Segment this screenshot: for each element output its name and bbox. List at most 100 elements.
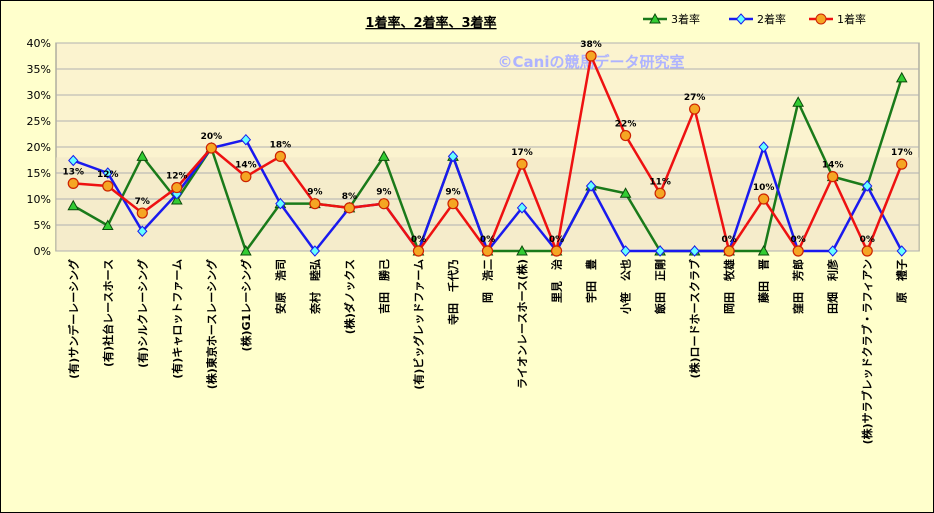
x-category-label: 里見 治: [550, 259, 564, 303]
x-category-label: 藤田 晋: [757, 259, 771, 303]
x-category-label: ライオンレースホース(株): [515, 259, 529, 389]
series-point: [516, 244, 528, 256]
data-label: 22%: [615, 120, 637, 130]
x-category-label: 宇田 豊: [584, 259, 598, 303]
series-point: [240, 171, 252, 183]
x-category-label: (株)ロードホースクラブ: [688, 259, 702, 379]
series-point: [757, 244, 770, 256]
x-category-label: 吉田 勝己: [377, 259, 391, 314]
data-label: 20%: [201, 132, 223, 142]
series-point: [895, 71, 908, 83]
series-point: [861, 245, 873, 257]
series-point: [67, 199, 80, 211]
x-category-label: (株)サラブレッドクラブ・ラフィアン: [860, 259, 874, 444]
series-point: [137, 225, 148, 237]
series-group: [67, 50, 908, 257]
series-point: [792, 96, 805, 107]
y-tick-label: 0%: [34, 245, 51, 258]
x-category-label: 田畑 利彦: [826, 259, 840, 314]
legend: 3着率 2着率 1着率: [643, 12, 866, 26]
x-category-label: (有)キャロットファーム: [170, 259, 184, 379]
series-point: [447, 198, 459, 210]
series-point: [723, 245, 735, 257]
x-category-label: (株)G1レーシング: [239, 259, 253, 352]
y-tick-label: 30%: [27, 89, 51, 102]
data-label: 27%: [684, 93, 706, 103]
data-label: 9%: [376, 188, 391, 198]
y-tick-label: 25%: [27, 115, 51, 128]
data-label: 17%: [511, 148, 533, 158]
data-label: 13%: [62, 167, 84, 177]
chart-title: 1着率、2着率、3着率: [365, 15, 496, 31]
data-label: 12%: [97, 170, 119, 180]
series-point: [205, 142, 217, 154]
series-point: [585, 50, 597, 62]
data-label: 0%: [860, 235, 875, 245]
y-tick-label: 10%: [27, 193, 51, 206]
x-category-label: 岡田 牧雄: [722, 259, 736, 314]
series-point: [101, 219, 114, 231]
series-point: [309, 245, 321, 257]
series-point: [378, 150, 390, 161]
data-label: 8%: [342, 192, 357, 202]
series-point: [275, 197, 286, 210]
y-tick-label: 15%: [27, 167, 51, 180]
x-category-label: (有)社台レースホース: [101, 259, 115, 367]
data-label: 17%: [891, 148, 913, 158]
data-labels: 13% 12% 7% 12% 20% 14% 18% 9% 8% 9% 0% 9% 0% 17% 0% 38%…: [62, 40, 912, 245]
series-point: [585, 180, 597, 192]
series-point: [378, 198, 390, 210]
x-category-label: 飯田 正剛: [653, 259, 667, 315]
data-label: 18%: [270, 140, 292, 150]
data-label: 0%: [549, 235, 564, 245]
series-point: [67, 177, 79, 189]
legend-label: 1着率: [837, 12, 866, 26]
legend-label: 3着率: [671, 12, 700, 26]
series-point: [412, 245, 425, 257]
series-point: [827, 245, 838, 257]
data-label: 12%: [166, 172, 188, 182]
y-axis: 0% 5% 10% 15% 20% 25% 30% 35% 40%: [27, 37, 51, 258]
series-point: [619, 187, 632, 198]
series-point: [827, 171, 839, 183]
data-label: 0%: [411, 235, 426, 245]
series-point: [136, 207, 148, 219]
data-label: 38%: [580, 40, 602, 50]
y-tick-label: 40%: [27, 37, 51, 50]
x-category-label: (株)ダノックス: [342, 259, 356, 334]
series-point: [274, 150, 286, 162]
series-point: [862, 180, 873, 192]
x-category-label: (有)サンデーレーシング: [66, 259, 80, 379]
x-category-label: 原 禮子: [895, 259, 909, 303]
legend-marker: [649, 12, 661, 24]
y-tick-label: 35%: [27, 63, 51, 76]
data-label: 11%: [649, 177, 671, 187]
x-category-label: 岡 浩二: [481, 259, 495, 303]
x-axis: (有)サンデーレーシング (有)社台レースホース (有)シルクレーシング (有)キャロ…: [66, 259, 908, 444]
series-point: [68, 154, 79, 167]
series-point: [516, 158, 528, 170]
x-category-label: 奈村 睦弘: [308, 259, 322, 315]
x-category-label: (有)シルクレーシング: [135, 259, 149, 368]
data-label: 0%: [721, 235, 736, 245]
series-point: [240, 133, 252, 146]
series-point: [689, 245, 700, 257]
series-point: [309, 198, 321, 210]
series-point: [481, 245, 494, 257]
series-point: [240, 244, 252, 256]
x-category-label: 寺田 千代乃: [446, 259, 460, 325]
data-label: 9%: [445, 188, 460, 198]
x-category-label: 小笹 公也: [619, 259, 633, 315]
series-point: [102, 180, 114, 192]
data-label: 7%: [135, 197, 150, 207]
data-label: 0%: [791, 235, 806, 245]
series-point: [896, 245, 907, 257]
series-point: [758, 141, 769, 153]
x-category-label: 窪田 芳郎: [791, 259, 805, 314]
series-point: [171, 181, 183, 194]
series-point: [654, 245, 666, 257]
series-point: [689, 103, 701, 115]
series-point: [620, 245, 631, 257]
series-point: [136, 150, 149, 161]
